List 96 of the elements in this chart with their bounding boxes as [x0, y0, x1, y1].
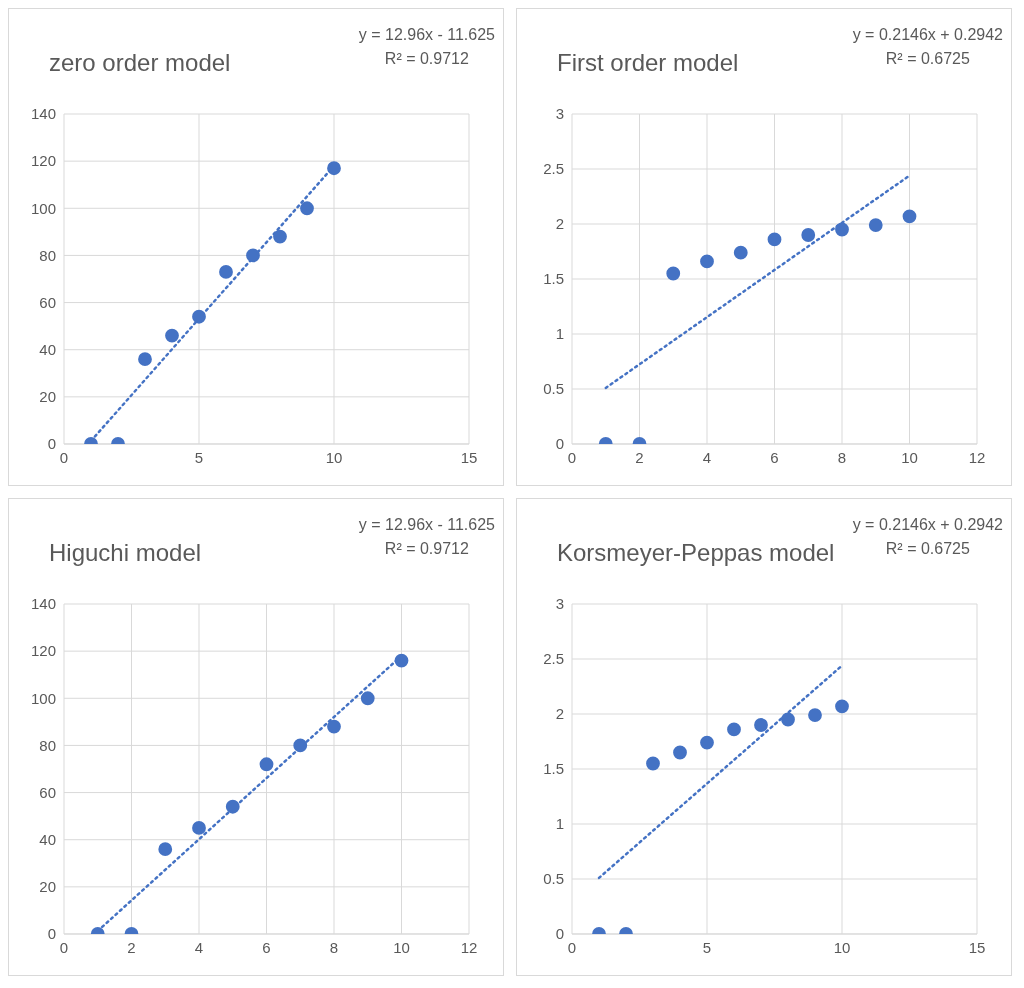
text: R² = 0.6725 — [884, 49, 971, 69]
point — [700, 254, 714, 269]
point — [158, 842, 173, 857]
x-tick-label: 4 — [194, 938, 204, 956]
text: R² = 0.9712 — [383, 49, 470, 69]
chart-title: Korsmeyer-Peppas model — [557, 539, 835, 567]
x-tick-label: 6 — [770, 448, 779, 466]
text: y = 12.96x - 11.625 — [358, 515, 495, 535]
point — [259, 757, 274, 772]
x-tick-label: 0 — [59, 938, 69, 956]
point — [273, 229, 287, 244]
point — [360, 691, 375, 706]
point — [300, 201, 314, 216]
point — [225, 799, 240, 814]
point — [700, 735, 714, 750]
x-tick-label: 0 — [567, 938, 577, 956]
point — [801, 228, 816, 242]
x-tick-label: 2 — [635, 448, 644, 466]
point — [781, 712, 795, 727]
chart-title: Higuchi model — [49, 539, 202, 567]
chart-title: First order model — [557, 49, 739, 77]
point — [327, 719, 341, 734]
y-tick-label: 140 — [30, 105, 56, 123]
y-tick-label: 140 — [30, 595, 56, 613]
text: y = 12.96x - 11.625 — [358, 25, 495, 45]
y-tick-label: 3 — [555, 595, 564, 613]
chart-title: zero order model — [49, 49, 231, 77]
y-tick-label: 60 — [39, 293, 56, 311]
y-tick-label: 2 — [555, 215, 564, 233]
point — [165, 328, 179, 343]
point — [727, 722, 741, 737]
y-tick-label: 80 — [39, 736, 56, 754]
y-tick-label: 0 — [47, 435, 56, 453]
y-tick-label: 0.5 — [543, 870, 564, 888]
point — [754, 718, 768, 732]
point — [138, 352, 152, 367]
point — [192, 821, 206, 835]
y-tick-label: 40 — [39, 831, 56, 849]
point — [767, 232, 782, 247]
x-tick-label: 8 — [329, 938, 339, 956]
point — [646, 756, 660, 771]
text: R² = 0.6725 — [884, 539, 971, 559]
y-tick-label: 40 — [39, 341, 56, 359]
x-tick-label: 6 — [262, 938, 271, 956]
point — [673, 745, 687, 760]
point — [192, 309, 206, 324]
text: y = 0.2146x + 0.2942 — [852, 25, 1003, 45]
y-tick-label: 80 — [39, 246, 56, 264]
y-tick-label: 100 — [30, 689, 56, 707]
x-tick-label: 2 — [127, 938, 136, 956]
x-tick-label: 0 — [567, 448, 577, 466]
y-tick-label: 60 — [39, 783, 56, 801]
x-tick-label: 15 — [968, 938, 986, 956]
point — [666, 266, 681, 281]
x-tick-label: 12 — [460, 938, 478, 956]
point — [293, 738, 308, 753]
point — [246, 248, 260, 263]
x-tick-label: 10 — [393, 938, 410, 956]
y-tick-label: 1.5 — [543, 760, 564, 778]
y-tick-label: 2.5 — [543, 160, 564, 178]
x-tick-label: 5 — [194, 448, 204, 466]
x-tick-label: 10 — [901, 448, 918, 466]
point — [733, 245, 748, 260]
y-tick-label: 20 — [39, 878, 56, 896]
y-tick-label: 0 — [47, 925, 56, 943]
point — [808, 708, 822, 722]
point — [868, 218, 883, 232]
text: R² = 0.9712 — [383, 539, 470, 559]
y-tick-label: 1 — [555, 325, 564, 343]
point — [902, 209, 917, 224]
y-tick-label: 2.5 — [543, 650, 564, 668]
y-tick-label: 0 — [555, 925, 564, 943]
point — [394, 653, 409, 668]
y-tick-label: 0.5 — [543, 380, 564, 398]
x-tick-label: 5 — [702, 938, 712, 956]
point — [219, 265, 233, 279]
y-tick-label: 2 — [555, 705, 564, 723]
x-tick-label: 8 — [837, 448, 847, 466]
x-tick-label: 12 — [968, 448, 986, 466]
y-tick-label: 1.5 — [543, 270, 564, 288]
x-tick-label: 10 — [833, 938, 851, 956]
y-tick-label: 20 — [39, 388, 56, 406]
x-tick-label: 15 — [460, 448, 478, 466]
y-tick-label: 0 — [555, 435, 564, 453]
y-tick-label: 120 — [30, 642, 56, 660]
x-tick-label: 4 — [702, 448, 712, 466]
point — [327, 161, 341, 176]
x-tick-label: 0 — [59, 448, 69, 466]
x-tick-label: 10 — [325, 448, 343, 466]
point — [835, 222, 849, 237]
y-tick-label: 120 — [30, 152, 56, 170]
y-tick-label: 3 — [555, 105, 564, 123]
text: y = 0.2146x + 0.2942 — [852, 515, 1003, 535]
y-tick-label: 100 — [30, 199, 56, 217]
y-tick-label: 1 — [555, 815, 564, 833]
point — [835, 699, 849, 714]
